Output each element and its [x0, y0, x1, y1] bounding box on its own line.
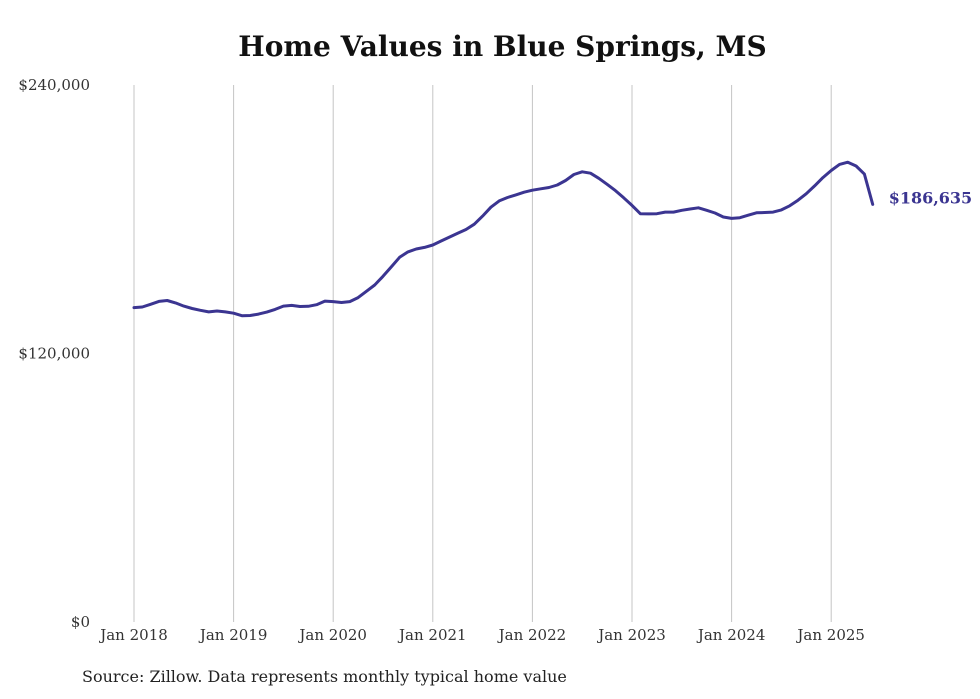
x-tick-label: Jan 2021	[397, 626, 467, 644]
chart-title: Home Values in Blue Springs, MS	[238, 30, 767, 63]
y-tick-label: $120,000	[18, 345, 90, 363]
y-axis-tick-labels: $0 $120,000 $240,000	[18, 76, 90, 631]
source-note: Source: Zillow. Data represents monthly …	[82, 667, 567, 686]
x-tick-label: Jan 2019	[198, 626, 268, 644]
series-line	[132, 160, 875, 318]
grid-lines	[133, 85, 832, 622]
end-value-text: $186,635	[889, 188, 973, 207]
x-tick-label: Jan 2018	[98, 626, 168, 644]
x-tick-label: Jan 2025	[795, 626, 865, 644]
y-tick-label: $240,000	[18, 76, 90, 94]
end-value-label: $186,635	[889, 188, 973, 207]
x-tick-label: Jan 2023	[596, 626, 666, 644]
x-tick-label: Jan 2022	[497, 626, 567, 644]
x-axis-tick-labels: Jan 2018 Jan 2019 Jan 2020 Jan 2021 Jan 2022…	[98, 626, 865, 644]
y-tick-label: $0	[71, 613, 90, 631]
x-tick-label: Jan 2024	[696, 626, 766, 644]
x-tick-label: Jan 2020	[297, 626, 367, 644]
series-line-path	[132, 160, 875, 318]
